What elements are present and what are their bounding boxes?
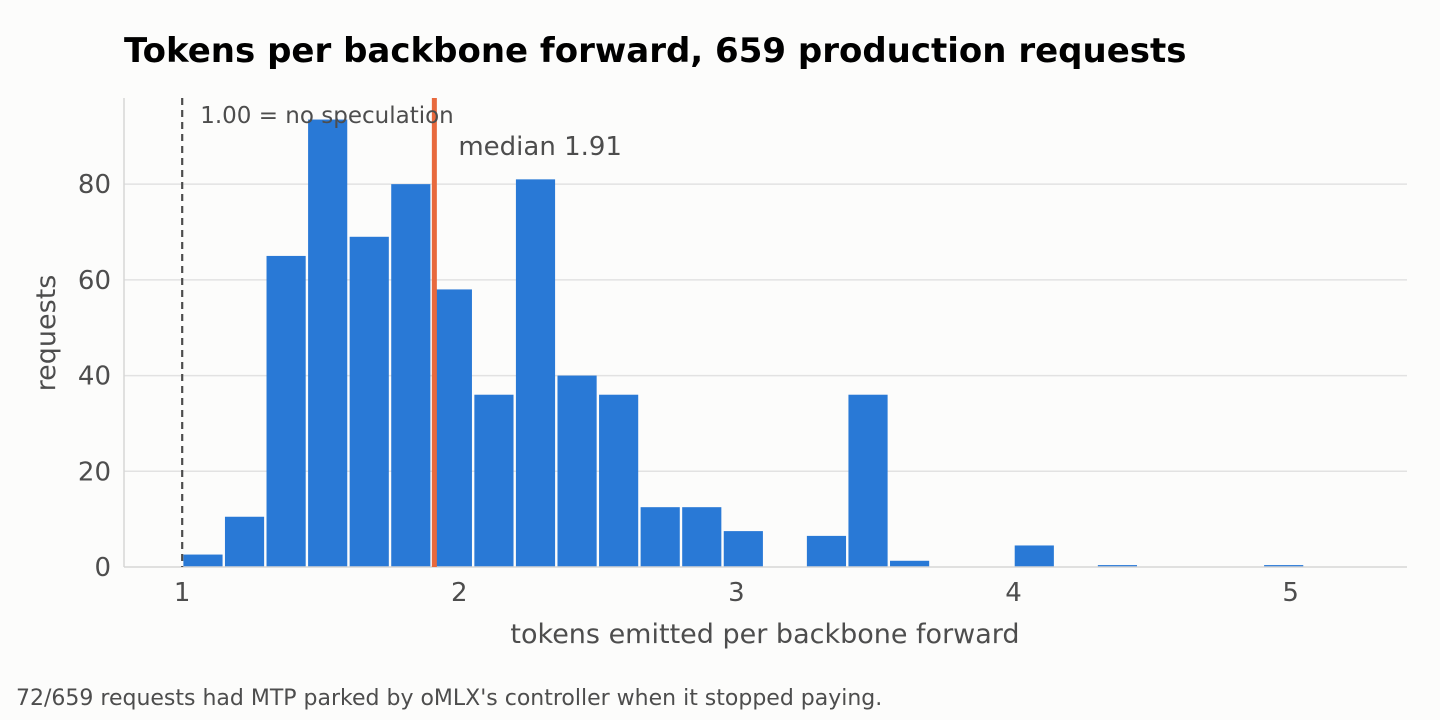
y-tick-label-80: 80 [78,170,111,200]
histogram-bar [599,394,639,567]
bars [183,119,1304,568]
histogram-bar [682,507,722,567]
median-line-label: median 1.91 [458,132,622,162]
x-tick-label-4: 4 [1005,578,1022,608]
histogram-bar [1097,565,1138,567]
histogram-bar [640,507,680,567]
y-tick-labels: 0 20 40 60 80 [78,170,111,583]
footnote: 72/659 requests had MTP parked by oMLX's… [16,686,882,711]
histogram-bar [848,394,888,567]
y-tick-label-60: 60 [78,266,111,296]
histogram-bar [432,289,472,567]
histogram-bar [266,255,306,567]
histogram-bar [1264,565,1304,567]
y-axis-label: requests [31,275,62,392]
x-axis-label: tokens emitted per backbone forward [510,619,1019,650]
reference-lines [181,98,437,567]
histogram-bar [474,394,514,567]
histogram-bar [308,119,348,568]
histogram-bar [349,236,389,568]
histogram-bar [183,554,223,567]
chart-title: Tokens per backbone forward, 659 product… [124,31,1186,71]
x-tick-label-1: 1 [174,578,191,608]
x-tick-label-5: 5 [1282,578,1299,608]
histogram-bar [723,531,763,567]
histogram-bar [515,179,556,567]
x-tick-label-2: 2 [451,578,468,608]
histogram-bar [557,375,597,567]
histogram-bar [1014,545,1054,567]
x-tick-labels: 1 2 3 4 5 [174,578,1299,608]
y-tick-label-20: 20 [78,457,111,487]
y-tick-label-40: 40 [78,362,111,392]
histogram-bar [890,560,930,567]
y-tick-label-0: 0 [94,553,111,583]
histogram-bar [391,184,431,567]
reference-line-label: 1.00 = no speculation [200,103,454,129]
histogram-bar [806,535,847,567]
x-tick-label-3: 3 [728,578,745,608]
axes [123,98,1407,568]
histogram-bar [224,516,265,567]
